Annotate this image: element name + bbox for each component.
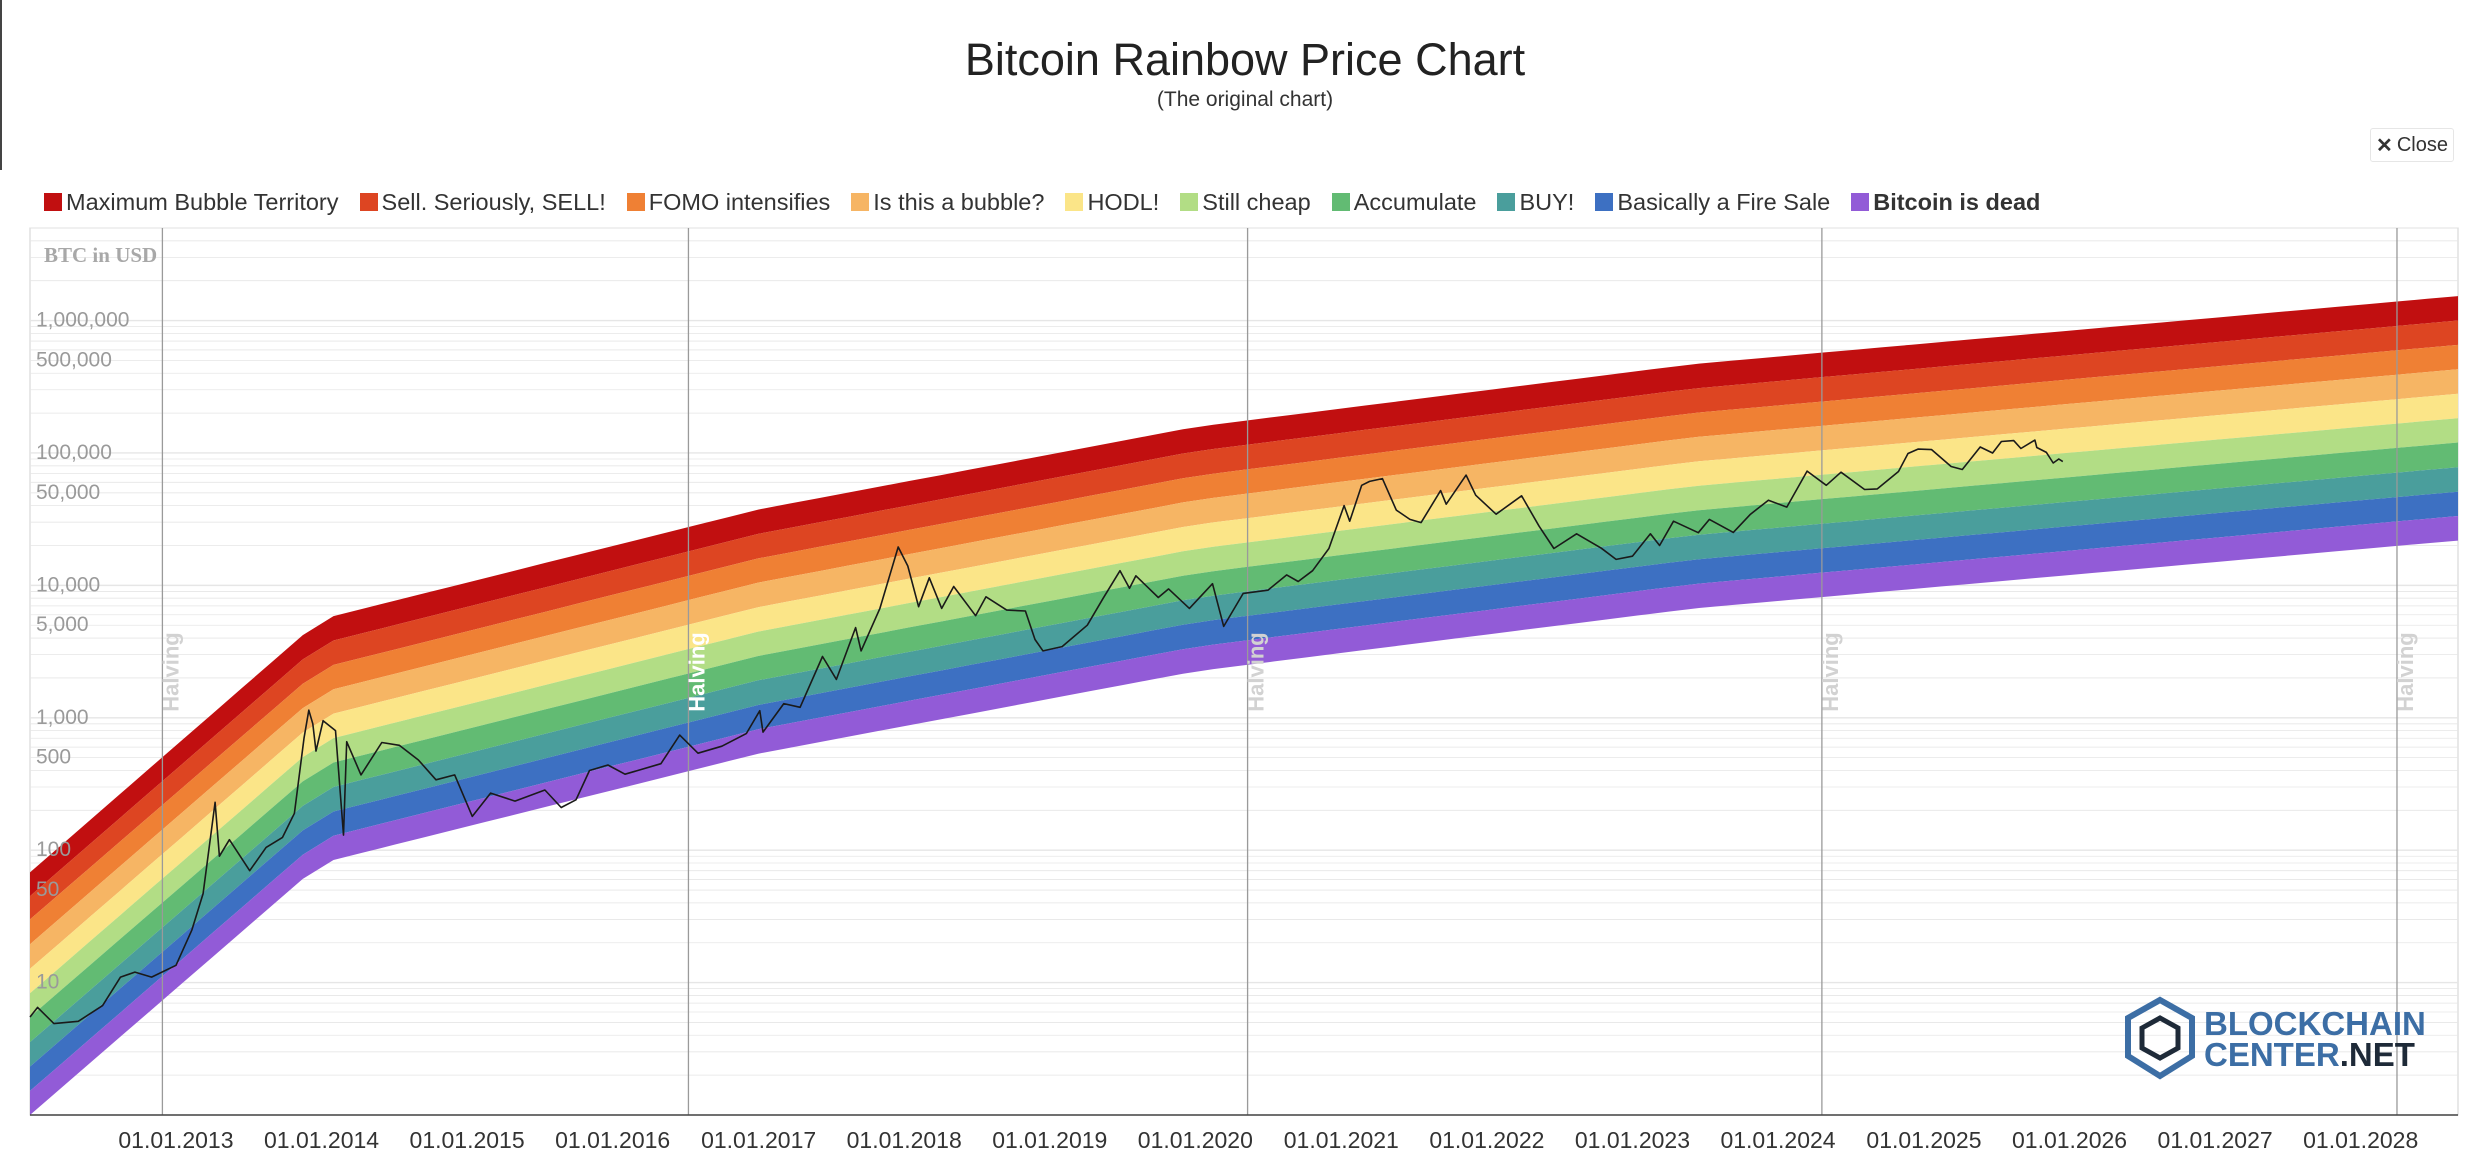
- legend-label: Is this a bubble?: [873, 188, 1045, 215]
- x-tick-label: 01.01.2022: [1429, 1127, 1544, 1151]
- y-tick-label: 10: [36, 971, 59, 994]
- legend-swatch: [1331, 193, 1350, 211]
- x-tick-label: 01.01.2018: [847, 1127, 962, 1151]
- legend-label: Basically a Fire Sale: [1617, 188, 1831, 215]
- chart-subtitle: (The original chart): [1156, 88, 1334, 111]
- legend-label: Still cheap: [1202, 188, 1311, 215]
- y-tick-label: 50: [36, 878, 59, 901]
- legend-item[interactable]: Accumulate: [1331, 188, 1477, 216]
- legend-label: BUY!: [1519, 188, 1575, 215]
- close-icon: ✕: [2376, 134, 2393, 157]
- x-tick-label: 01.01.2013: [118, 1127, 233, 1151]
- logo-text-line2: CENTER.NET: [2204, 1036, 2415, 1073]
- close-button[interactable]: ✕ Close: [2370, 128, 2454, 162]
- legend-swatch: [1180, 193, 1199, 211]
- x-axis: 01.01.2013 01.01.2014 01.01.2015 01.01.2016…: [30, 1114, 2458, 1151]
- logo-cube-icon: [2125, 996, 2195, 1080]
- x-tick-label: 01.01.2019: [992, 1127, 1107, 1151]
- legend-swatch: [1851, 193, 1870, 211]
- legend-item[interactable]: Still cheap: [1180, 188, 1311, 216]
- y-tick-label: 1,000: [36, 706, 89, 729]
- x-tick-label: 01.01.2021: [1284, 1127, 1399, 1151]
- x-tick-label: 01.01.2014: [264, 1127, 379, 1151]
- close-label: Close: [2396, 133, 2448, 156]
- y-tick-label: 500,000: [36, 348, 112, 371]
- legend-swatch: [359, 193, 378, 211]
- legend-item[interactable]: FOMO intensifies: [626, 188, 831, 216]
- legend-item[interactable]: Maximum Bubble Territory: [44, 189, 339, 216]
- legend-item[interactable]: Is this a bubble?: [851, 189, 1044, 216]
- x-tick-label: 01.01.2025: [1866, 1127, 1981, 1151]
- logo-cube-inner: [2139, 1015, 2181, 1061]
- x-tick-label: 01.01.2020: [1138, 1127, 1253, 1151]
- y-axis-labels: 1,000,000 500,000 100,000 50,000 10,000 5,000…: [36, 309, 129, 994]
- legend-swatch: [1497, 193, 1516, 211]
- logo-text-line1: BLOCKCHAIN: [2204, 1005, 2426, 1042]
- halving-label: Halving: [158, 632, 183, 711]
- legend-label: Accumulate: [1353, 188, 1477, 215]
- btc-price-line: [29, 439, 2064, 1025]
- legend-label: FOMO intensifies: [648, 188, 831, 215]
- legend-swatch: [626, 193, 645, 211]
- x-tick-label: 01.01.2028: [2303, 1127, 2418, 1151]
- halving-lines: Halving Halving Halving Halving Halving: [158, 228, 2418, 1115]
- logo-text-center: CENTER: [2204, 1036, 2340, 1073]
- y-tick-label: 100: [36, 838, 71, 861]
- x-tick-label: 01.01.2017: [701, 1127, 816, 1151]
- legend: Maximum Bubble Territory Sell. Seriously,…: [44, 186, 2061, 218]
- legend-label: Bitcoin is dead: [1873, 188, 2041, 215]
- legend-swatch: [851, 193, 870, 211]
- y-tick-label: 500: [36, 746, 71, 769]
- halving-label: Halving: [2393, 632, 2418, 711]
- legend-item[interactable]: HODL!: [1065, 189, 1159, 216]
- legend-swatch: [1065, 193, 1084, 211]
- x-tick-label: 01.01.2016: [555, 1127, 670, 1151]
- y-tick-label: 1,000,000: [36, 309, 129, 332]
- y-tick-label: 5,000: [36, 613, 89, 636]
- y-axis-title: BTC in USD: [44, 243, 157, 267]
- x-tick-label: 01.01.2015: [410, 1127, 525, 1151]
- halving-label: Halving: [1818, 632, 1843, 711]
- legend-swatch: [44, 193, 62, 211]
- logo-text-net: .NET: [2340, 1036, 2415, 1073]
- legend-item[interactable]: BUY!: [1497, 189, 1574, 216]
- window-edge: [0, 0, 2, 170]
- y-tick-label: 10,000: [36, 573, 100, 596]
- price-series: [29, 439, 2064, 1025]
- legend-label: HODL!: [1087, 188, 1160, 215]
- y-tick-label: 100,000: [36, 441, 112, 464]
- halving-label: Halving: [684, 632, 709, 711]
- halving-label: Halving: [1244, 632, 1269, 711]
- legend-item[interactable]: Sell. Seriously, SELL!: [359, 188, 606, 216]
- legend-item[interactable]: Basically a Fire Sale: [1595, 189, 1830, 216]
- chart-title: Bitcoin Rainbow Price Chart: [964, 34, 1526, 85]
- x-tick-label: 01.01.2026: [2012, 1127, 2127, 1151]
- y-tick-label: 50,000: [36, 481, 100, 504]
- legend-swatch: [1595, 193, 1614, 211]
- x-tick-label: 01.01.2023: [1575, 1127, 1690, 1151]
- x-tick-label: 01.01.2027: [2158, 1127, 2273, 1151]
- legend-label: Sell. Seriously, SELL!: [381, 188, 606, 215]
- x-tick-label: 01.01.2024: [1720, 1127, 1835, 1151]
- legend-label: Maximum Bubble Territory: [66, 188, 339, 215]
- legend-item[interactable]: Bitcoin is dead: [1851, 189, 2040, 216]
